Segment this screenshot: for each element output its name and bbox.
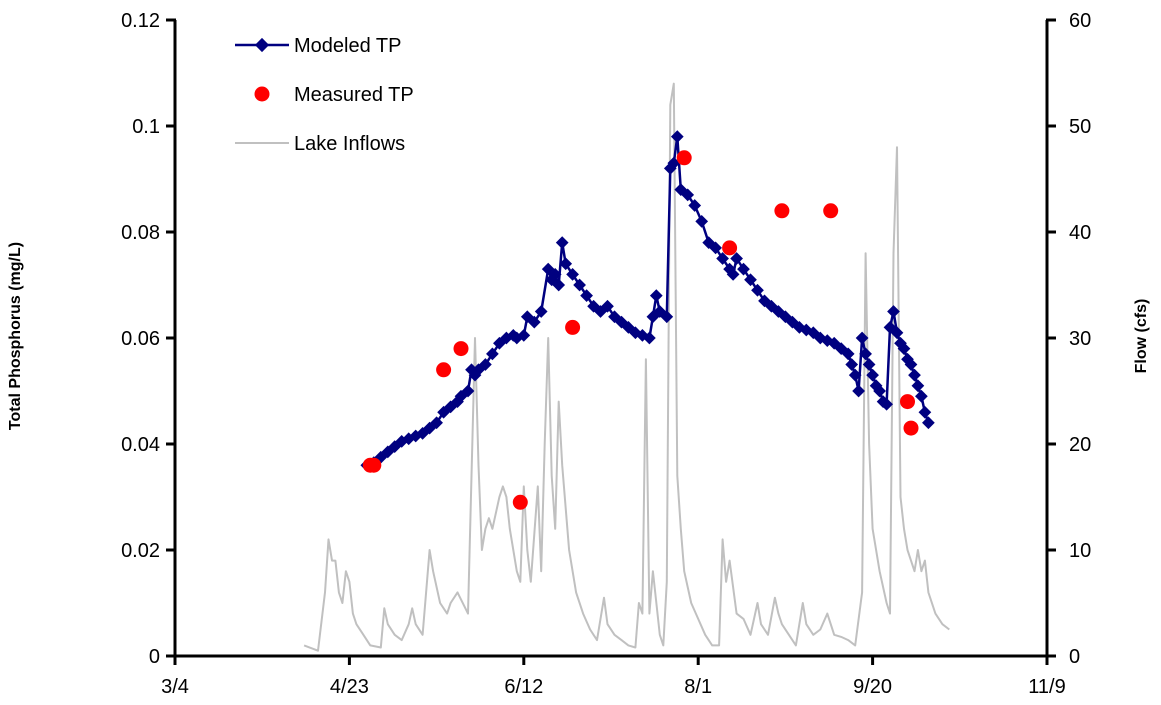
modeled-tp-point — [911, 379, 925, 393]
modeled-tp-point — [845, 358, 859, 371]
legend-label-measured: Measured TP — [294, 84, 414, 106]
measured-tp-point — [436, 362, 452, 378]
x-tick-label: 4/23 — [330, 676, 369, 698]
measured-tp-point — [676, 150, 692, 166]
modeled-tp-point — [695, 215, 709, 228]
y-left-tick-label: 0 — [149, 646, 160, 668]
measured-tp-layer — [362, 150, 919, 510]
modeled-tp-point — [479, 358, 492, 371]
modeled-tp-point — [649, 289, 663, 302]
y-right-tick-label: 10 — [1069, 540, 1091, 562]
x-tick-label: 3/4 — [161, 676, 189, 698]
modeled-tp-point — [915, 389, 928, 403]
y-left-tick-label: 0.12 — [121, 10, 160, 32]
modeled-tp-point — [430, 416, 443, 430]
lake-inflows-layer — [303, 82, 950, 652]
modeled-tp-point — [852, 384, 865, 398]
y-right-tick-label: 50 — [1069, 116, 1091, 138]
measured-tp-point — [453, 341, 469, 357]
modeled-tp-point — [751, 283, 764, 297]
modeled-tp-point — [555, 236, 569, 249]
measured-tp-point — [722, 240, 738, 256]
legend-label-inflows: Lake Inflows — [294, 133, 405, 155]
modeled-tp-point — [908, 368, 921, 382]
y-left-tick-label: 0.06 — [121, 328, 160, 350]
axes: 0 0.02 0.04 0.06 0.08 0.1 0.12 0 10 20 30 40 50 60 3/4… — [121, 10, 1091, 698]
y-right-tick-label: 30 — [1069, 328, 1091, 350]
y-left-tick-label: 0.02 — [121, 540, 160, 562]
x-tick-label: 9/20 — [853, 676, 892, 698]
measured-tp-point — [774, 203, 790, 219]
measured-tp-point — [366, 457, 382, 473]
legend-entry-modeled: Modeled TP — [235, 35, 401, 57]
y-right-axis-title: Flow (cfs) — [1133, 299, 1150, 374]
modeled-tp-point — [922, 416, 935, 430]
measured-tp-point — [900, 394, 915, 410]
modeled-tp-point — [580, 289, 593, 302]
measured-tp-point — [903, 420, 919, 436]
y-left-tick-label: 0.08 — [121, 222, 160, 244]
y-right-tick-label: 0 — [1069, 646, 1080, 668]
modeled-tp-point — [737, 262, 750, 276]
x-tick-label: 8/1 — [684, 676, 712, 698]
modeled-tp-point — [573, 278, 586, 292]
lake-inflows-line — [303, 82, 950, 652]
legend-entry-inflows: Lake Inflows — [235, 133, 405, 155]
x-tick-label: 11/9 — [1028, 676, 1065, 698]
modeled-tp-point — [670, 130, 684, 143]
modeled-tp-point — [688, 199, 702, 212]
y-left-tick-label: 0.04 — [121, 434, 160, 456]
modeled-tp-point — [534, 305, 548, 318]
y-left-axis-title: Total Phosphorus (mg/L) — [7, 242, 24, 430]
measured-tp-point — [512, 494, 528, 510]
modeled-tp-point — [461, 384, 475, 398]
legend-label-modeled: Modeled TP — [294, 35, 401, 57]
modeled-tp-point — [486, 347, 499, 361]
y-right-tick-label: 20 — [1069, 434, 1091, 456]
modeled-tp-point — [918, 405, 932, 419]
modeled-tp-point — [566, 268, 579, 281]
measured-tp-point — [565, 319, 581, 335]
modeled-tp-point — [744, 273, 757, 287]
x-tick-label: 6/12 — [504, 676, 543, 698]
legend: Modeled TP Measured TP Lake Inflows — [235, 35, 414, 155]
measured-tp-point — [823, 203, 839, 219]
y-right-tick-label: 40 — [1069, 222, 1091, 244]
legend-entry-measured: Measured TP — [254, 84, 414, 106]
y-right-tick-label: 60 — [1069, 10, 1091, 32]
y-left-tick-label: 0.1 — [132, 116, 160, 138]
